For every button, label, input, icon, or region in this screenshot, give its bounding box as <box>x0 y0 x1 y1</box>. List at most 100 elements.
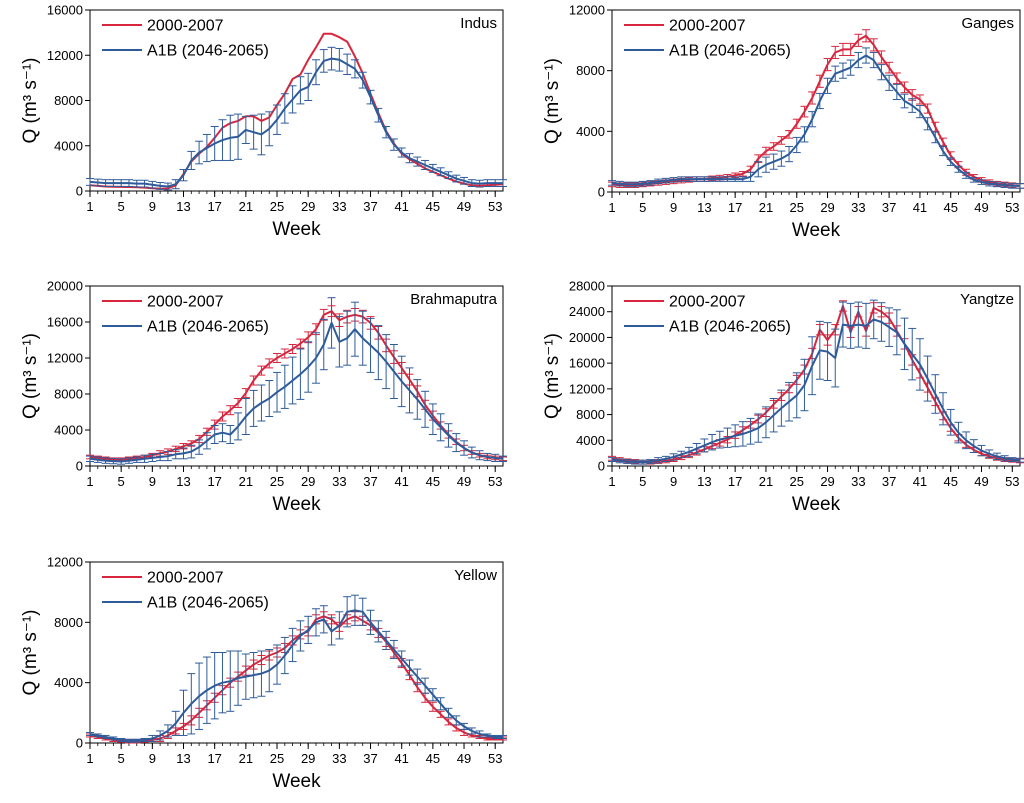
y-tick-label: 12000 <box>569 3 605 18</box>
x-tick-label: 25 <box>270 474 284 489</box>
x-tick-label: 45 <box>426 199 440 214</box>
y-tick-label: 4000 <box>54 138 83 153</box>
x-tick-label: 21 <box>239 751 253 766</box>
x-tick-label: 29 <box>301 474 315 489</box>
plot-frame <box>89 285 504 467</box>
x-tick-label: 41 <box>394 751 408 766</box>
x-tick-label: 17 <box>207 751 221 766</box>
y-tick-label: 12000 <box>569 381 605 396</box>
x-tick-label: 37 <box>882 474 896 489</box>
y-tick-label: 4000 <box>54 423 83 438</box>
x-tick-label: 1 <box>86 751 93 766</box>
y-tick-label: 16000 <box>47 3 83 18</box>
x-tick-label: 1 <box>86 199 93 214</box>
series-line <box>611 34 1021 187</box>
x-tick-label: 33 <box>332 199 346 214</box>
x-axis-title: Week <box>792 494 841 515</box>
x-axis-title: Week <box>792 220 841 241</box>
series-line <box>611 54 1020 187</box>
x-tick-label: 21 <box>239 474 253 489</box>
x-tick-label: 53 <box>488 474 502 489</box>
y-tick-label: 8000 <box>576 63 605 78</box>
chart-panel-2: 0 4000 8000 12000 16000 20000 1 5 9 13 17 21 25 29 33 3… <box>20 279 507 515</box>
series-1 <box>86 46 507 191</box>
x-tick-label: 49 <box>457 199 471 214</box>
legend-label: 2000-2007 <box>147 294 224 311</box>
chart-panel-1: 0 4000 8000 12000 1 5 9 13 17 21 25 29 33 37 41 45 49 53 W… <box>542 3 1024 241</box>
y-tick-label: 12000 <box>47 351 83 366</box>
x-tick-label: 41 <box>394 474 408 489</box>
x-tick-label: 1 <box>608 474 615 489</box>
y-tick-label: 0 <box>76 184 83 199</box>
y-tick-label: 16000 <box>569 356 605 371</box>
x-tick-label: 49 <box>457 474 471 489</box>
x-tick-label: 49 <box>457 751 471 766</box>
x-tick-label: 5 <box>118 474 125 489</box>
x-tick-label: 1 <box>86 474 93 489</box>
series-1 <box>86 297 507 465</box>
plot-frame <box>89 9 504 192</box>
x-tick-label: 37 <box>363 474 377 489</box>
x-tick-label: 53 <box>1005 474 1019 489</box>
y-tick-label: 0 <box>598 185 605 200</box>
series-line <box>89 57 503 188</box>
x-tick-label: 53 <box>1005 200 1019 215</box>
y-tick-label: 24000 <box>569 304 605 319</box>
legend-label: 2000-2007 <box>147 570 224 587</box>
x-axis-title: Week <box>272 494 321 515</box>
x-axis-title: Week <box>272 771 321 792</box>
y-tick-label: 20000 <box>47 279 83 294</box>
y-tick-label: 20000 <box>569 330 605 345</box>
chart-panel-0: 0 4000 8000 12000 16000 1 5 9 13 17 21 25 29 33 37 41 45… <box>20 3 507 240</box>
y-tick-label: 8000 <box>54 615 83 630</box>
panel-title: Brahmaputra <box>410 291 497 308</box>
y-tick-label: 4000 <box>54 675 83 690</box>
series-line <box>89 609 503 742</box>
y-tick-label: 28000 <box>569 279 605 294</box>
x-tick-label: 17 <box>728 200 742 215</box>
x-tick-label: 41 <box>394 199 408 214</box>
series-1 <box>608 299 1024 465</box>
series-line <box>89 615 503 743</box>
x-tick-label: 45 <box>426 751 440 766</box>
x-tick-label: 25 <box>790 200 804 215</box>
y-tick-label: 0 <box>598 459 605 474</box>
x-tick-label: 29 <box>820 474 834 489</box>
legend-label: A1B (2046-2065) <box>147 319 269 336</box>
legend-label: A1B (2046-2065) <box>147 595 269 612</box>
series-0 <box>86 611 507 744</box>
x-tick-label: 13 <box>176 751 190 766</box>
x-tick-label: 33 <box>332 474 346 489</box>
legend-label: A1B (2046-2065) <box>669 43 791 60</box>
x-tick-label: 33 <box>851 200 865 215</box>
x-tick-label: 41 <box>913 474 927 489</box>
x-tick-label: 49 <box>974 474 988 489</box>
x-tick-label: 41 <box>913 200 927 215</box>
y-tick-label: 12000 <box>47 555 83 570</box>
x-tick-label: 5 <box>118 199 125 214</box>
x-tick-label: 29 <box>301 199 315 214</box>
legend-label: 2000-2007 <box>147 18 224 35</box>
x-tick-label: 17 <box>728 474 742 489</box>
panel-title: Indus <box>460 15 497 32</box>
y-tick-label: 12000 <box>47 48 83 63</box>
x-tick-label: 29 <box>301 751 315 766</box>
plot-frame <box>611 9 1021 193</box>
panel-title: Ganges <box>961 15 1014 32</box>
y-tick-label: 8000 <box>54 387 83 402</box>
x-tick-label: 33 <box>332 751 346 766</box>
x-tick-label: 25 <box>270 751 284 766</box>
legend-label: A1B (2046-2065) <box>669 319 791 336</box>
x-tick-label: 13 <box>176 474 190 489</box>
y-tick-label: 0 <box>76 459 83 474</box>
x-tick-label: 49 <box>974 200 988 215</box>
x-tick-label: 1 <box>608 200 615 215</box>
plot-frame <box>89 561 504 744</box>
x-tick-label: 5 <box>118 751 125 766</box>
y-axis-title: Q (m³ s⁻¹) <box>20 57 41 143</box>
x-axis-title: Week <box>272 219 321 240</box>
chart-panel-3: 0 4000 8000 12000 16000 20000 24000 28000 1 5 9 13 1… <box>542 279 1024 515</box>
y-tick-label: 4000 <box>576 124 605 139</box>
x-tick-label: 33 <box>851 474 865 489</box>
